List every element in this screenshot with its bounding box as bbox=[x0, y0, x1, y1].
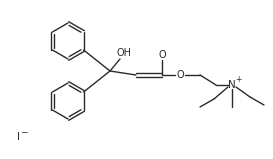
Text: OH: OH bbox=[117, 48, 132, 58]
Text: I: I bbox=[16, 132, 19, 142]
Text: +: + bbox=[235, 76, 241, 84]
Text: −: − bbox=[20, 128, 28, 136]
Text: N: N bbox=[228, 80, 236, 90]
Text: O: O bbox=[176, 70, 184, 80]
Text: O: O bbox=[158, 50, 166, 60]
